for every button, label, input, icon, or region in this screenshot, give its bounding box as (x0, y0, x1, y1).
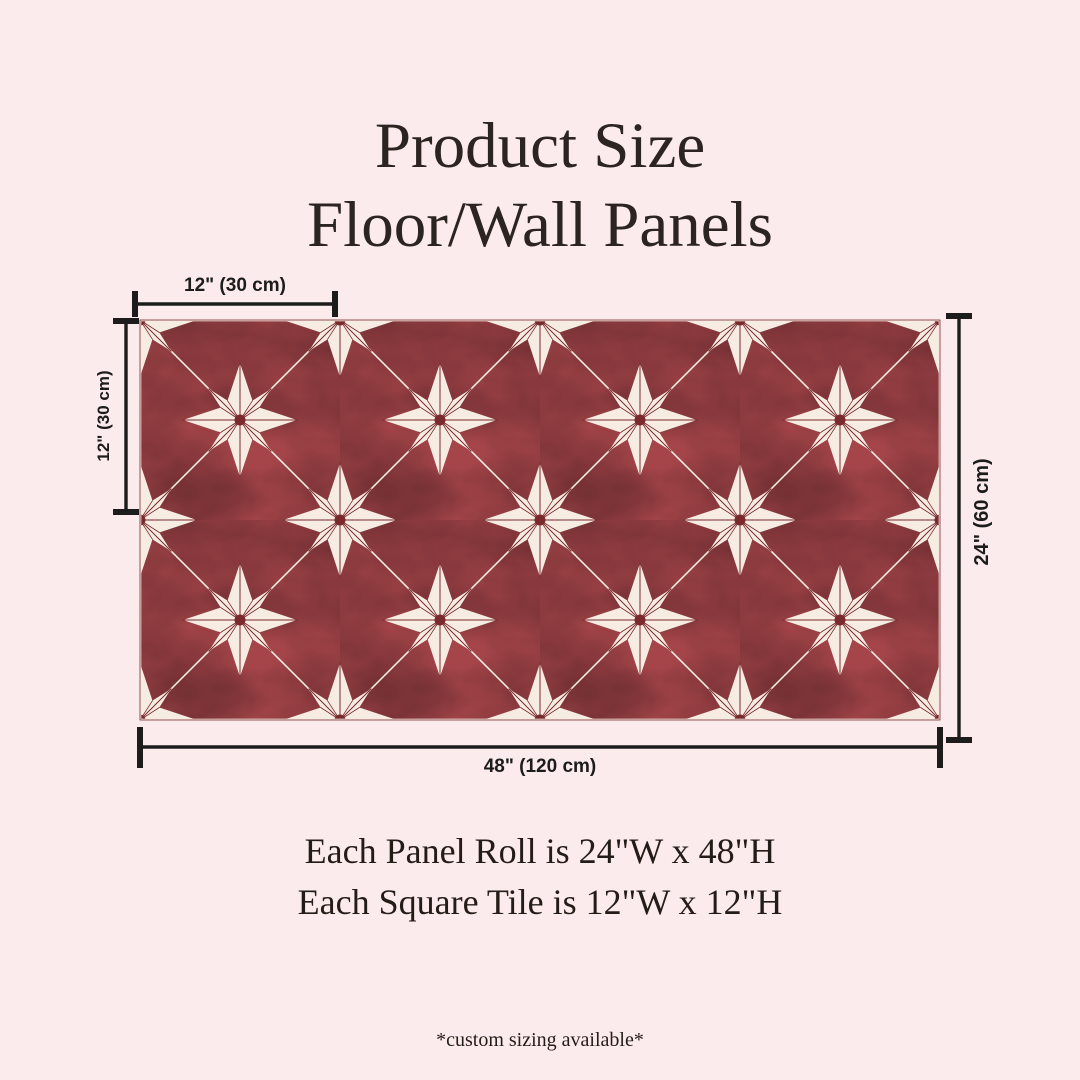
svg-text:48" (120 cm): 48" (120 cm) (484, 756, 597, 777)
svg-text:12" (30 cm): 12" (30 cm) (184, 275, 286, 296)
svg-text:12" (30 cm): 12" (30 cm) (94, 370, 113, 461)
svg-text:24" (60 cm): 24" (60 cm) (971, 458, 993, 565)
